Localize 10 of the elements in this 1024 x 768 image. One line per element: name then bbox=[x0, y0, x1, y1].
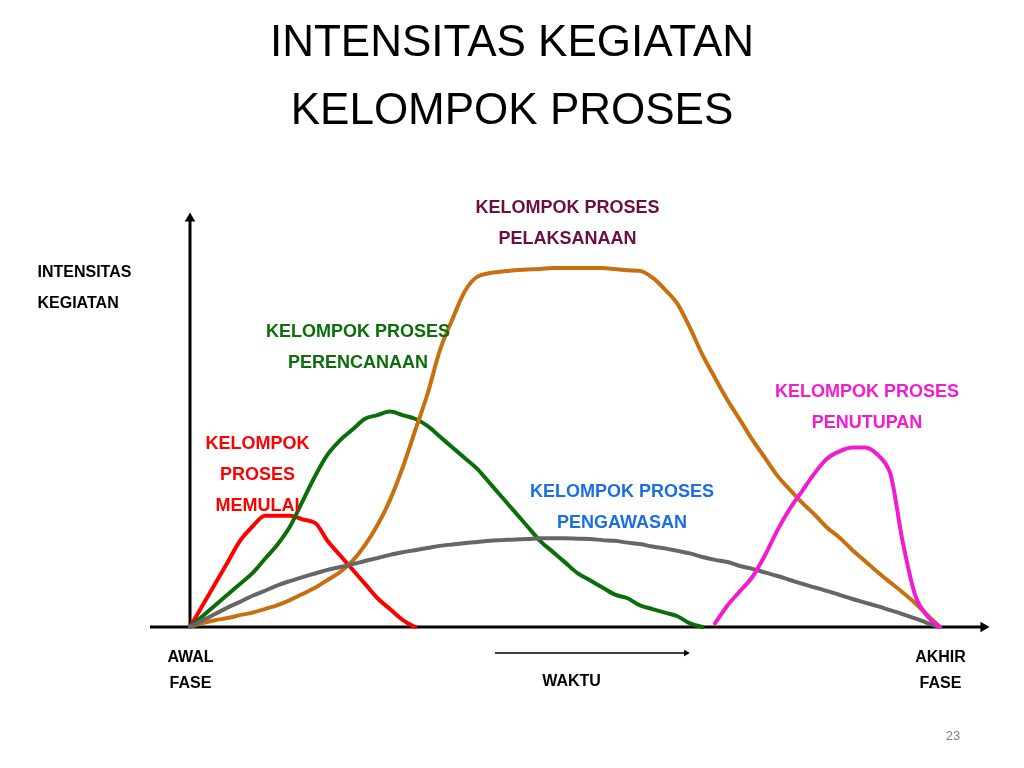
x-tick-label: AKHIR FASE bbox=[915, 647, 967, 691]
series-label: KELOMPOK PROSES PELAKSANAAN bbox=[475, 197, 660, 248]
chart-title: INTENSITAS KEGIATAN KELOMPOK PROSES bbox=[269, 16, 755, 133]
y-axis-title: INTENSITAS KEGIATAN bbox=[37, 262, 132, 311]
text: KELOMPOK PROSES PENUTUPAN bbox=[774, 381, 960, 432]
series-label: KELOMPOK PROSES MEMULAI bbox=[205, 432, 310, 515]
x-tick-label: AWAL FASE bbox=[167, 647, 214, 691]
text: 23 bbox=[945, 728, 961, 743]
series-label: KELOMPOK PROSES PENGAWASAN bbox=[529, 481, 715, 533]
x-axis-title: WAKTU bbox=[542, 671, 601, 689]
